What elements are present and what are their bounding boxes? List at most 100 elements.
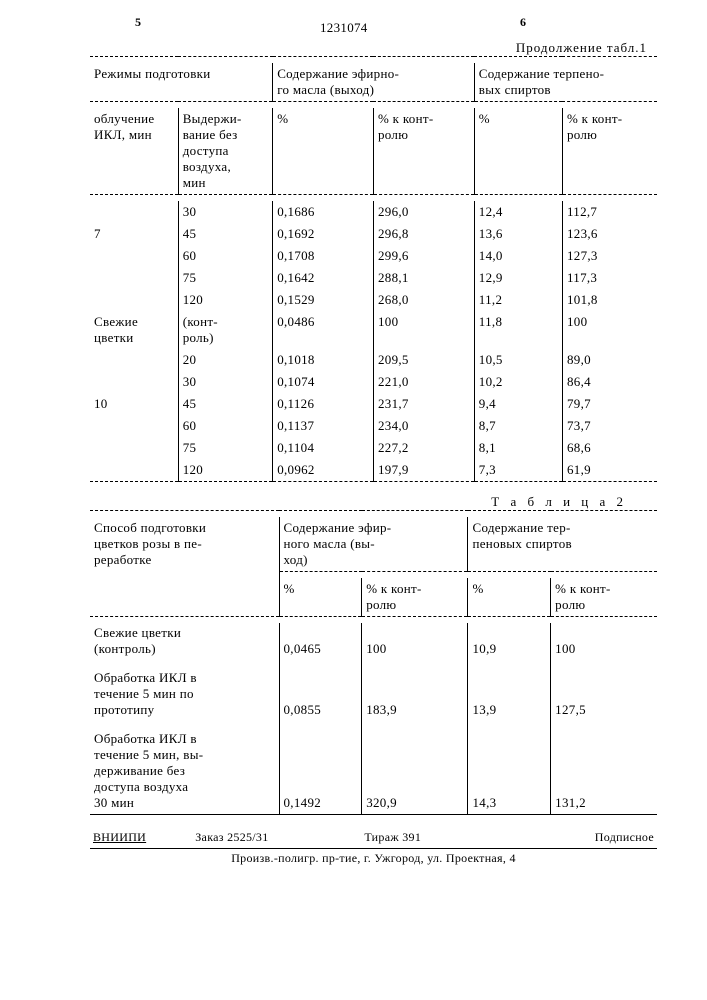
table-cell: 45 [178, 223, 273, 245]
table-cell: 0,1692 [273, 223, 374, 245]
table-row: 10450,1126231,79,479,7 [90, 393, 657, 415]
table-cell: 227,2 [373, 437, 474, 459]
table-cell: 296,0 [373, 201, 474, 223]
table-cell [90, 245, 178, 267]
table-cell: 183,9 [362, 660, 468, 721]
table-row: 7450,1692296,813,6123,6 [90, 223, 657, 245]
table-cell: 11,8 [474, 311, 562, 349]
table-cell: 20 [178, 349, 273, 371]
table-1: Режимы подготовки Содержание эфирно- го … [90, 56, 657, 488]
table-cell: 0,1642 [273, 267, 374, 289]
table-cell: 7 [90, 223, 178, 245]
table-cell [90, 267, 178, 289]
table-cell: 60 [178, 415, 273, 437]
table-cell: 0,0855 [279, 660, 362, 721]
table-cell: 12,4 [474, 201, 562, 223]
table-cell: Обработка ИКЛ в течение 5 мин, вы- держи… [90, 721, 279, 815]
table-cell [90, 289, 178, 311]
table-cell: 0,1074 [273, 371, 374, 393]
table-row: 600,1137234,08,773,7 [90, 415, 657, 437]
footer-order: Заказ 2525/31 [194, 829, 361, 846]
table-cell: Свежие цветки (контроль) [90, 623, 279, 660]
table-2: Способ подготовки цветков розы в пе- рер… [90, 510, 657, 821]
table-row: Обработка ИКЛ в течение 5 мин по прототи… [90, 660, 657, 721]
table-row: 600,1708299,614,0127,3 [90, 245, 657, 267]
table-cell: 100 [562, 311, 657, 349]
table-cell: 0,1137 [273, 415, 374, 437]
footer-org: ВНИИПИ [93, 830, 146, 844]
table-cell: 8,7 [474, 415, 562, 437]
table-cell: 12,9 [474, 267, 562, 289]
t1-sub-c4: % к конт- ролю [373, 108, 474, 195]
table-cell: 75 [178, 267, 273, 289]
t1-sub-c6: % к конт- ролю [562, 108, 657, 195]
table-cell: 112,7 [562, 201, 657, 223]
right-page-marker: 6 [520, 15, 526, 30]
table-cell: 288,1 [373, 267, 474, 289]
table-cell: 120 [178, 459, 273, 482]
table-2-title: Т а б л и ц а 2 [90, 494, 627, 510]
table-cell: 296,8 [373, 223, 474, 245]
table-cell: 221,0 [373, 371, 474, 393]
table-cell: 13,9 [468, 660, 551, 721]
table-row: 750,1642288,112,9117,3 [90, 267, 657, 289]
t2-sub-c2: % [279, 578, 362, 617]
table-cell: 0,1708 [273, 245, 374, 267]
table-row: 300,1074221,010,286,4 [90, 371, 657, 393]
t1-group-header-oil: Содержание эфирно- го масла (выход) [273, 63, 475, 102]
table-cell: (конт- роль) [178, 311, 273, 349]
table-cell: Обработка ИКЛ в течение 5 мин по прототи… [90, 660, 279, 721]
table-cell: 127,3 [562, 245, 657, 267]
t1-group-header-terpenes: Содержание терпено- вых спиртов [474, 63, 657, 102]
table-row: 200,1018209,510,589,0 [90, 349, 657, 371]
table-cell: 30 [178, 371, 273, 393]
table-row: 1200,1529268,011,2101,8 [90, 289, 657, 311]
table-cell: 234,0 [373, 415, 474, 437]
footer-podpis: Подписное [516, 829, 655, 846]
table-cell: 0,0962 [273, 459, 374, 482]
table-cell: 68,6 [562, 437, 657, 459]
table-cell: 7,3 [474, 459, 562, 482]
table-cell: 60 [178, 245, 273, 267]
table-cell: 0,0465 [279, 623, 362, 660]
table-row: 300,1686296,012,4112,7 [90, 201, 657, 223]
table-cell: 197,9 [373, 459, 474, 482]
t1-sub-c3: % [273, 108, 374, 195]
left-page-marker: 5 [135, 15, 141, 30]
table-cell: Свежие цветки [90, 311, 178, 349]
table-cell: 120 [178, 289, 273, 311]
table-cell: 10,9 [468, 623, 551, 660]
table-cell: 13,6 [474, 223, 562, 245]
table-cell [90, 459, 178, 482]
continuation-label: Продолжение табл.1 [90, 40, 647, 56]
t1-sub-c5: % [474, 108, 562, 195]
table-cell: 10 [90, 393, 178, 415]
table-cell: 86,4 [562, 371, 657, 393]
table-cell: 30 [178, 201, 273, 223]
table-cell: 10,2 [474, 371, 562, 393]
table-cell: 0,1492 [279, 721, 362, 815]
document-number: 1231074 [320, 20, 368, 36]
t2-group-header-oil: Содержание эфир- ного масла (вы- ход) [279, 517, 468, 572]
footer-address: Произв.-полигр. пр-тие, г. Ужгород, ул. … [90, 851, 657, 866]
table-cell: 127,5 [551, 660, 657, 721]
table-row: Свежие цветки (контроль)0,046510010,9100 [90, 623, 657, 660]
table-cell: 0,1018 [273, 349, 374, 371]
table-cell: 231,7 [373, 393, 474, 415]
t2-sub-c4: % [468, 578, 551, 617]
table-cell: 14,0 [474, 245, 562, 267]
t1-sub-c2: Выдержи- вание без доступа воздуха, мин [178, 108, 273, 195]
table-cell: 100 [551, 623, 657, 660]
table-cell: 11,2 [474, 289, 562, 311]
table-cell: 75 [178, 437, 273, 459]
table-cell: 8,1 [474, 437, 562, 459]
table-cell: 45 [178, 393, 273, 415]
t2-sub-c3: % к конт- ролю [362, 578, 468, 617]
table-cell: 0,1686 [273, 201, 374, 223]
table-cell: 101,8 [562, 289, 657, 311]
table-cell: 0,0486 [273, 311, 374, 349]
table-cell: 89,0 [562, 349, 657, 371]
t1-group-header-modes: Режимы подготовки [90, 63, 273, 102]
table-cell: 209,5 [373, 349, 474, 371]
table-cell: 117,3 [562, 267, 657, 289]
